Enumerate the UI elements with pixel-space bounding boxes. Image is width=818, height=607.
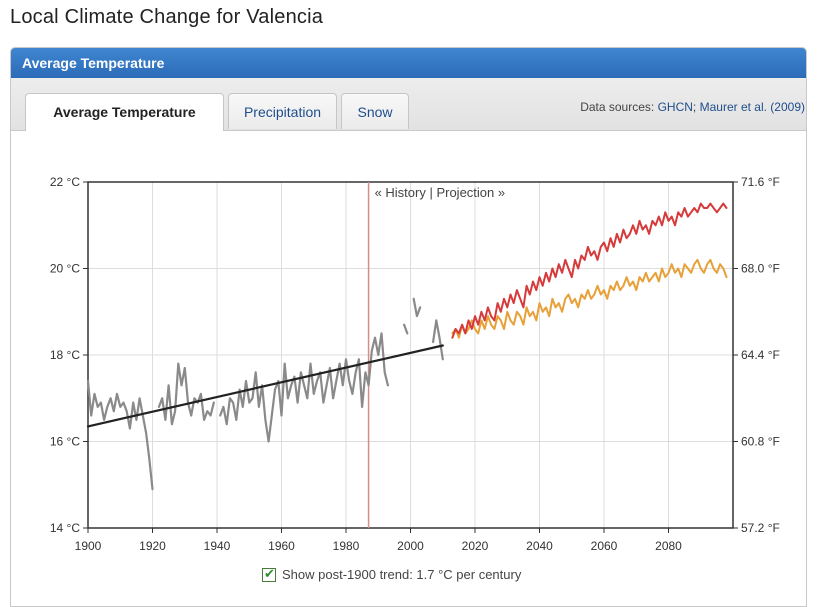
x-tick-label: 2060 bbox=[591, 539, 618, 553]
y-tick-label-left: 16 °C bbox=[50, 435, 80, 449]
y-tick-label-right: 68.0 °F bbox=[741, 262, 780, 276]
x-tick-label: 2020 bbox=[462, 539, 489, 553]
x-tick-label: 1920 bbox=[139, 539, 166, 553]
page-title: Local Climate Change for Valencia bbox=[10, 6, 324, 28]
tab-bar: Average Temperature Precipitation Snow bbox=[11, 78, 806, 131]
chart-panel: Average Temperature Average Temperature … bbox=[10, 47, 807, 607]
source-link-ghcn[interactable]: GHCN bbox=[657, 100, 693, 114]
x-tick-label: 1940 bbox=[204, 539, 231, 553]
trend-line bbox=[86, 344, 444, 428]
history-projection-label: « History | Projection » bbox=[375, 185, 506, 200]
data-sources-prefix: Data sources: bbox=[580, 100, 655, 114]
y-tick-label-left: 20 °C bbox=[50, 262, 80, 276]
trend-toggle-label: Show post-1900 trend: 1.7 °C per century bbox=[282, 567, 522, 582]
data-sources: Data sources: GHCN; Maurer et al. (2009) bbox=[580, 100, 805, 114]
tab-precipitation[interactable]: Precipitation bbox=[228, 93, 337, 129]
trend-checkbox[interactable] bbox=[262, 566, 276, 582]
y-tick-label-right: 71.6 °F bbox=[741, 175, 780, 189]
y-tick-label-left: 14 °C bbox=[50, 521, 80, 535]
tab-average-temperature[interactable]: Average Temperature bbox=[25, 93, 224, 131]
x-tick-label: 1980 bbox=[333, 539, 360, 553]
low-emissions-series-line bbox=[451, 258, 728, 339]
y-tick-label-right: 57.2 °F bbox=[741, 521, 780, 535]
panel-header: Average Temperature bbox=[11, 48, 806, 78]
x-tick-label: 1960 bbox=[268, 539, 295, 553]
y-tick-label-left: 18 °C bbox=[50, 348, 80, 362]
x-tick-label: 1900 bbox=[75, 539, 102, 553]
tab-snow[interactable]: Snow bbox=[341, 93, 409, 129]
y-tick-label-right: 60.8 °F bbox=[741, 435, 780, 449]
source-link-maurer[interactable]: Maurer et al. (2009) bbox=[699, 100, 805, 114]
trend-toggle[interactable]: Show post-1900 trend: 1.7 °C per century bbox=[262, 566, 522, 582]
x-tick-label: 2000 bbox=[397, 539, 424, 553]
x-tick-label: 2080 bbox=[655, 539, 682, 553]
y-tick-label-left: 22 °C bbox=[50, 175, 80, 189]
high-emissions-series-line bbox=[451, 202, 728, 339]
plot-frame bbox=[87, 181, 734, 529]
y-tick-label-right: 64.4 °F bbox=[741, 348, 780, 362]
history-series-line bbox=[86, 297, 444, 491]
x-tick-label: 2040 bbox=[526, 539, 553, 553]
source-separator: ; bbox=[692, 100, 697, 114]
